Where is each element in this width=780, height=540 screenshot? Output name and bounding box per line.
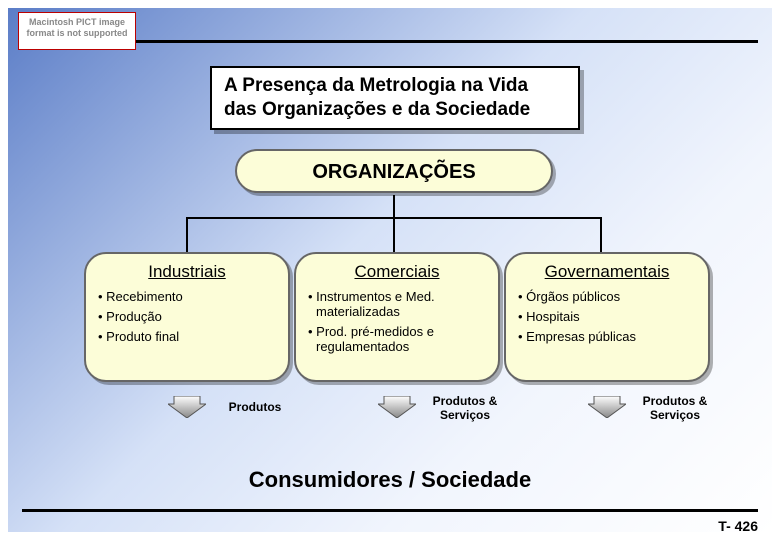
branch-item: Hospitais bbox=[518, 310, 696, 325]
branch-item: Recebimento bbox=[98, 290, 276, 305]
branch-item: Produção bbox=[98, 310, 276, 325]
down-arrow-icon bbox=[168, 396, 206, 418]
branch-heading: Governamentais bbox=[518, 262, 696, 282]
branch-item: Empresas públicas bbox=[518, 330, 696, 345]
branch-item: Prod. pré-medidos e regulamentados bbox=[308, 325, 486, 355]
branch-item: Instrumentos e Med. materializadas bbox=[308, 290, 486, 320]
branch-heading: Industriais bbox=[98, 262, 276, 282]
branch-comerciais: Comerciais Instrumentos e Med. materiali… bbox=[294, 252, 500, 382]
arrow-label: Produtos bbox=[210, 400, 300, 414]
connector bbox=[393, 195, 395, 217]
page-number: T- 426 bbox=[718, 518, 758, 534]
connector bbox=[600, 217, 602, 252]
branch-heading: Comerciais bbox=[308, 262, 486, 282]
pict-placeholder: Macintosh PICT image format is not suppo… bbox=[18, 12, 136, 50]
branch-industriais: Industriais Recebimento Produção Produto… bbox=[84, 252, 290, 382]
organizations-box: ORGANIZAÇÕES bbox=[235, 149, 553, 193]
bottom-label: Consumidores / Sociedade bbox=[0, 467, 780, 493]
connector bbox=[393, 217, 395, 252]
branch-governamentais: Governamentais Órgãos públicos Hospitais… bbox=[504, 252, 710, 382]
branch-item: Órgãos públicos bbox=[518, 290, 696, 305]
arrow-label: Produtos & Serviços bbox=[630, 394, 720, 422]
down-arrow-icon bbox=[588, 396, 626, 418]
branch-item: Produto final bbox=[98, 330, 276, 345]
arrow-label: Produtos & Serviços bbox=[420, 394, 510, 422]
title-line2: das Organizações e da Sociedade bbox=[224, 99, 530, 120]
down-arrow-icon bbox=[378, 396, 416, 418]
title-line1: A Presença da Metrologia na Vida bbox=[224, 75, 528, 96]
connector bbox=[186, 217, 188, 252]
bottom-rule bbox=[22, 509, 758, 512]
title-box: A Presença da Metrologia na Vida das Org… bbox=[210, 66, 580, 130]
